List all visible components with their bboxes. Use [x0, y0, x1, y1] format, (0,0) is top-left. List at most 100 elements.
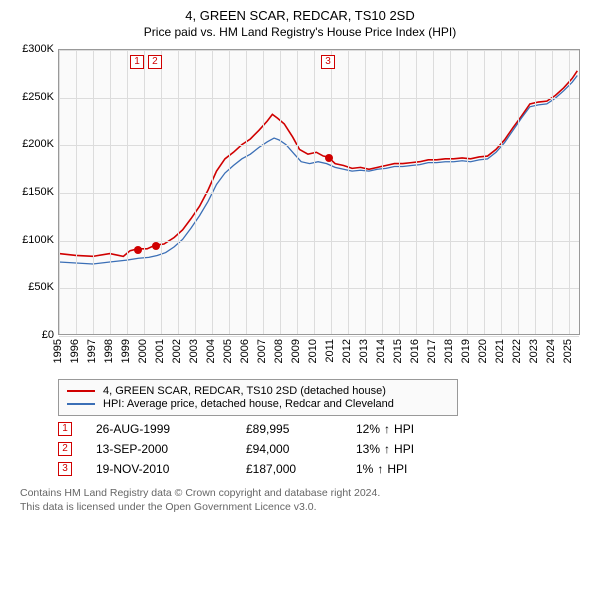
event-row: 3 19-NOV-2010£187,0001% ↑ HPI [58, 462, 590, 476]
footer-line-2: This data is licensed under the Open Gov… [20, 500, 590, 514]
x-tick-label: 2006 [239, 339, 251, 363]
gridline-v [348, 50, 349, 334]
x-tick-label: 2005 [222, 339, 234, 363]
gridline-v [467, 50, 468, 334]
event-delta: 12% ↑ HPI [356, 422, 414, 436]
event-delta: 1% ↑ HPI [356, 462, 407, 476]
x-tick-label: 2010 [307, 339, 319, 363]
gridline-v [450, 50, 451, 334]
gridline-v [110, 50, 111, 334]
arrow-up-icon: ↑ [377, 462, 383, 476]
legend-swatch [67, 403, 95, 405]
event-delta-pct: 13% [356, 442, 380, 456]
y-tick-label: £300K [22, 43, 54, 55]
chart-box: £0£50K£100K£150K£200K£250K£300K199519961… [10, 43, 590, 373]
event-date: 13-SEP-2000 [96, 442, 246, 456]
x-tick-label: 2007 [256, 339, 268, 363]
x-tick-label: 2004 [205, 339, 217, 363]
x-tick-label: 1999 [120, 339, 132, 363]
event-marker: 2 [58, 442, 72, 456]
events-list: 1 26-AUG-1999£89,99512% ↑ HPI 2 13-SEP-2000£9… [10, 422, 590, 476]
event-delta-suffix: HPI [394, 422, 414, 436]
price-marker-label: 2 [148, 55, 162, 69]
event-price: £89,995 [246, 422, 356, 436]
plot-area [58, 49, 580, 335]
gridline-v [518, 50, 519, 334]
event-date: 26-AUG-1999 [96, 422, 246, 436]
chart-container: 4, GREEN SCAR, REDCAR, TS10 2SD Price pa… [0, 0, 600, 520]
price-marker-label: 3 [321, 55, 335, 69]
event-price: £94,000 [246, 442, 356, 456]
x-tick-label: 2014 [375, 339, 387, 363]
y-tick-label: £150K [22, 186, 54, 198]
gridline-v [76, 50, 77, 334]
legend-row: 4, GREEN SCAR, REDCAR, TS10 2SD (detache… [67, 385, 449, 397]
price-marker-dot [134, 246, 142, 254]
gridline-v [399, 50, 400, 334]
x-tick-label: 2017 [426, 339, 438, 363]
gridline-v [212, 50, 213, 334]
y-tick-label: £50K [28, 281, 54, 293]
x-tick-label: 2008 [273, 339, 285, 363]
x-tick-label: 2020 [477, 339, 489, 363]
x-tick-label: 2019 [460, 339, 472, 363]
x-tick-label: 2015 [392, 339, 404, 363]
gridline-v [161, 50, 162, 334]
event-marker: 3 [58, 462, 72, 476]
gridline-v [229, 50, 230, 334]
gridline-v [280, 50, 281, 334]
event-price: £187,000 [246, 462, 356, 476]
y-tick-label: £250K [22, 91, 54, 103]
x-tick-label: 2001 [154, 339, 166, 363]
event-delta-suffix: HPI [394, 442, 414, 456]
legend-label: 4, GREEN SCAR, REDCAR, TS10 2SD (detache… [103, 385, 386, 397]
event-delta-suffix: HPI [387, 462, 407, 476]
x-tick-label: 2009 [290, 339, 302, 363]
event-date: 19-NOV-2010 [96, 462, 246, 476]
gridline-v [195, 50, 196, 334]
legend: 4, GREEN SCAR, REDCAR, TS10 2SD (detache… [58, 379, 458, 416]
x-tick-label: 1995 [52, 339, 64, 363]
gridline-v [382, 50, 383, 334]
x-tick-label: 2025 [562, 339, 574, 363]
x-tick-label: 2022 [511, 339, 523, 363]
x-tick-label: 2023 [528, 339, 540, 363]
gridline-v [144, 50, 145, 334]
x-tick-label: 1998 [103, 339, 115, 363]
x-tick-label: 1996 [69, 339, 81, 363]
gridline-v [297, 50, 298, 334]
footer-attribution: Contains HM Land Registry data © Crown c… [20, 486, 590, 514]
gridline-v [433, 50, 434, 334]
x-tick-label: 2018 [443, 339, 455, 363]
y-tick-label: £100K [22, 234, 54, 246]
chart-title: 4, GREEN SCAR, REDCAR, TS10 2SD [10, 8, 590, 23]
event-marker: 1 [58, 422, 72, 436]
arrow-up-icon: ↑ [384, 422, 390, 436]
x-tick-label: 2003 [188, 339, 200, 363]
gridline-v [263, 50, 264, 334]
gridline-v [501, 50, 502, 334]
gridline-v [416, 50, 417, 334]
gridline-v [552, 50, 553, 334]
gridline-v [246, 50, 247, 334]
gridline-v [535, 50, 536, 334]
event-delta-pct: 1% [356, 462, 373, 476]
arrow-up-icon: ↑ [384, 442, 390, 456]
x-tick-label: 2021 [494, 339, 506, 363]
y-tick-label: £200K [22, 138, 54, 150]
gridline-v [93, 50, 94, 334]
event-delta-pct: 12% [356, 422, 380, 436]
price-marker-dot [152, 242, 160, 250]
gridline-v [484, 50, 485, 334]
x-tick-label: 2000 [137, 339, 149, 363]
x-tick-label: 2011 [324, 339, 336, 363]
legend-row: HPI: Average price, detached house, Redc… [67, 398, 449, 410]
gridline-v [178, 50, 179, 334]
x-tick-label: 2013 [358, 339, 370, 363]
price-marker-label: 1 [130, 55, 144, 69]
x-tick-label: 2012 [341, 339, 353, 363]
event-delta: 13% ↑ HPI [356, 442, 414, 456]
gridline-v [127, 50, 128, 334]
series-line [59, 76, 577, 264]
footer-line-1: Contains HM Land Registry data © Crown c… [20, 486, 590, 500]
